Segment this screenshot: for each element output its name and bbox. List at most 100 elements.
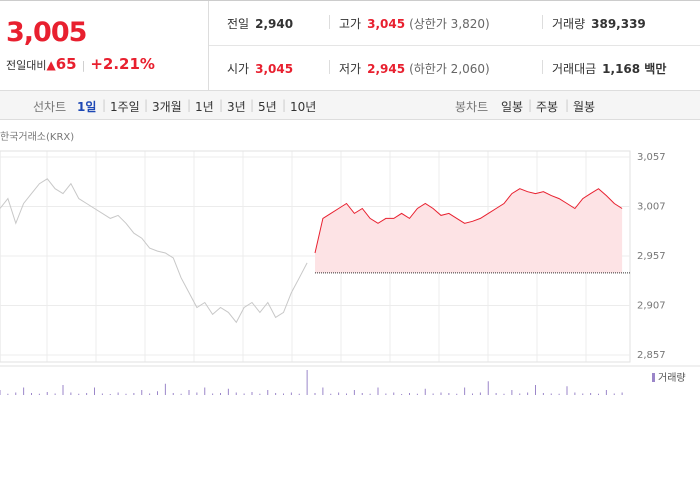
volume-bar xyxy=(503,393,505,395)
volume-bar xyxy=(361,393,363,395)
volume-bar xyxy=(62,385,64,395)
volume-bar xyxy=(86,393,88,395)
volume-bar xyxy=(558,393,560,395)
volume-bar xyxy=(220,393,221,395)
stat-label: 전일 xyxy=(227,17,250,31)
tab[interactable]: 일봉 xyxy=(501,100,524,114)
volume-bar xyxy=(330,393,332,395)
volume-bar xyxy=(511,390,513,395)
volume-bar xyxy=(283,393,284,395)
volume-bar xyxy=(212,393,214,395)
tab[interactable]: 주봉 xyxy=(536,100,559,114)
price-line xyxy=(314,188,623,254)
volume-bar xyxy=(141,390,143,395)
tab[interactable]: 5년 xyxy=(258,100,277,114)
volume-bar xyxy=(487,381,489,395)
volume-bar xyxy=(464,387,466,395)
volume-bar xyxy=(472,393,473,395)
stats: 전일 2,940 고가 3,045 (상한가 3,820) 거래량 389,339 시가 3,0… xyxy=(209,1,700,90)
volume-bar xyxy=(251,392,253,395)
volume-bar xyxy=(101,393,103,395)
volume-bar xyxy=(23,387,25,395)
change: 전일대비▲65 | +2.21% xyxy=(6,55,155,73)
volume-bar xyxy=(172,393,174,395)
price-box: 3,005 전일대비▲65 | +2.21% xyxy=(0,1,209,90)
volume-bar xyxy=(298,393,300,395)
stat-value: 1,168 백만 xyxy=(602,62,667,76)
tab[interactable]: 3개월 xyxy=(152,100,182,114)
change-value: 65 xyxy=(55,55,77,73)
volume-bar xyxy=(188,390,190,395)
stat: 거래대금 1,168 백만 xyxy=(552,60,666,77)
tab[interactable]: 10년 xyxy=(290,100,317,114)
separator xyxy=(329,15,330,29)
volume-bar xyxy=(125,393,127,395)
volume-bar xyxy=(377,387,379,395)
tab-sep: | xyxy=(250,98,255,112)
tab[interactable]: 1주일 xyxy=(110,100,140,114)
price-line xyxy=(0,178,308,324)
legend-label: 거래량 xyxy=(658,372,686,384)
tab[interactable]: 월봉 xyxy=(573,100,596,114)
volume-bar xyxy=(227,388,229,395)
volume-bar xyxy=(393,392,395,395)
area xyxy=(315,188,623,273)
stat: 전일 2,940 xyxy=(227,15,293,32)
tab-sep: | xyxy=(282,98,287,112)
chart: 한국거래소(KRX) 2,857 2,907 2,957 3,007 3,057 거래량 xyxy=(0,131,700,395)
volume-bar xyxy=(432,393,434,395)
volume-bar xyxy=(196,392,198,395)
volume-bar xyxy=(385,393,387,395)
volume-bar xyxy=(117,392,119,395)
volume-bar xyxy=(0,390,1,395)
tab[interactable]: 1년 xyxy=(195,100,214,114)
legend-swatch xyxy=(652,373,655,382)
volume-bar xyxy=(456,393,458,395)
stat-value: 3,045 xyxy=(255,62,294,76)
volume-bar xyxy=(290,392,292,395)
summary: 3,005 전일대비▲65 | +2.21% 전일 2,940 고가 3,045 (상한가 … xyxy=(0,0,700,91)
stats-row: 시가 3,045 저가 2,945 (하한가 2,060) 거래대금 1,168 백만 xyxy=(209,46,700,90)
volume-bar xyxy=(401,394,403,395)
volume-bar xyxy=(621,392,623,395)
volume-bar xyxy=(70,392,72,395)
volume-bar xyxy=(527,392,529,395)
volume-bar xyxy=(38,393,40,395)
stat-note: (상한가 3,820) xyxy=(409,17,490,31)
volume-bar xyxy=(243,393,245,395)
volume-bar xyxy=(550,393,552,395)
stat-label: 거래량 xyxy=(552,17,586,31)
volume-bar xyxy=(164,383,166,395)
volume-bar xyxy=(94,387,95,395)
volume-bar xyxy=(353,390,355,395)
volume-bar xyxy=(566,386,568,395)
volume-bar xyxy=(46,392,48,395)
tab[interactable]: 1일 xyxy=(77,100,97,114)
volume-bar xyxy=(109,394,111,395)
volume-bar xyxy=(7,393,9,395)
volume-bar xyxy=(574,392,576,395)
stat: 시가 3,045 xyxy=(227,60,293,77)
volume-bar xyxy=(448,393,450,395)
volume-bar xyxy=(314,393,316,395)
volume-bar xyxy=(346,393,347,395)
stats-row: 전일 2,940 고가 3,045 (상한가 3,820) 거래량 389,339 xyxy=(209,1,700,46)
stat-label: 고가 xyxy=(339,17,362,31)
tab-sep: | xyxy=(565,98,570,112)
volume-bar xyxy=(149,393,151,395)
volume-bar xyxy=(204,387,206,395)
volume-bar xyxy=(598,393,599,395)
volume-bar xyxy=(306,370,308,395)
volume-bar xyxy=(605,390,607,395)
volume-bar xyxy=(267,390,269,395)
tab[interactable]: 3년 xyxy=(227,100,246,114)
y-tick-label: 2,957 xyxy=(637,251,666,262)
source: 한국거래소(KRX) xyxy=(0,131,74,143)
stat-label: 저가 xyxy=(339,62,362,76)
stat-value: 2,945 xyxy=(367,62,406,76)
stat: 저가 2,945 (하한가 2,060) xyxy=(339,60,490,77)
volume-bar xyxy=(15,392,17,395)
y-tick-label: 2,907 xyxy=(637,301,666,312)
volume-bar xyxy=(235,392,237,395)
